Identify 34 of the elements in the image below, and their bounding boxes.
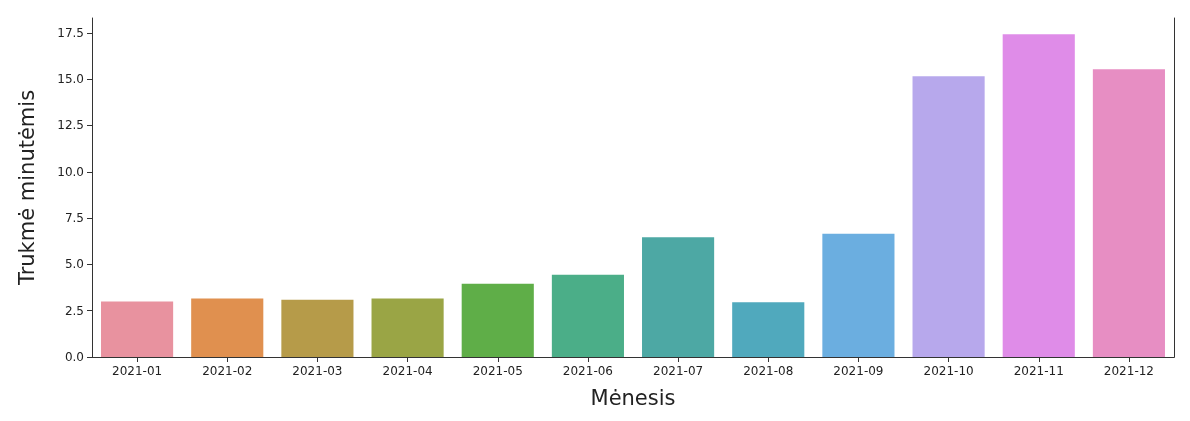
y-tick-label: 5.0: [64, 257, 84, 272]
x-tick-label: 2021-09: [833, 364, 884, 378]
y-tick-label: 2.5: [64, 303, 84, 318]
x-tick-label: 2021-01: [112, 364, 163, 378]
bar: [281, 299, 354, 357]
x-tick-label: 2021-08: [743, 364, 794, 378]
bar: [822, 233, 895, 357]
x-tick-label: 2021-02: [202, 364, 253, 378]
bar: [101, 301, 174, 357]
y-tick-label: 10.0: [57, 164, 84, 179]
y-tick-label: 7.5: [64, 211, 84, 226]
bar: [912, 76, 985, 357]
y-axis-title: Trukmė minutėmis: [14, 89, 39, 287]
bar: [191, 298, 264, 357]
bar: [1092, 69, 1165, 357]
x-tick-label: 2021-06: [562, 364, 613, 378]
x-tick-label: 2021-05: [472, 364, 523, 378]
bar: [551, 274, 624, 357]
bar: [371, 298, 444, 357]
x-tick-label: 2021-07: [653, 364, 704, 378]
x-tick-label: 2021-10: [923, 364, 974, 378]
x-tick-label: 2021-04: [382, 364, 433, 378]
y-tick-label: 0.0: [64, 350, 84, 364]
bar: [461, 283, 534, 357]
bar: [1002, 34, 1075, 357]
y-tick-label: 12.5: [57, 118, 84, 133]
x-tick-label: 2021-03: [292, 364, 343, 378]
x-tick-label: 2021-12: [1103, 364, 1154, 378]
bar: [732, 302, 805, 357]
x-axis-title: Mėnesis: [590, 385, 676, 410]
y-tick-label: 15.0: [57, 72, 84, 87]
x-tick-label: 2021-11: [1013, 364, 1064, 378]
bar: [642, 237, 715, 357]
y-tick-label: 17.5: [57, 25, 84, 40]
